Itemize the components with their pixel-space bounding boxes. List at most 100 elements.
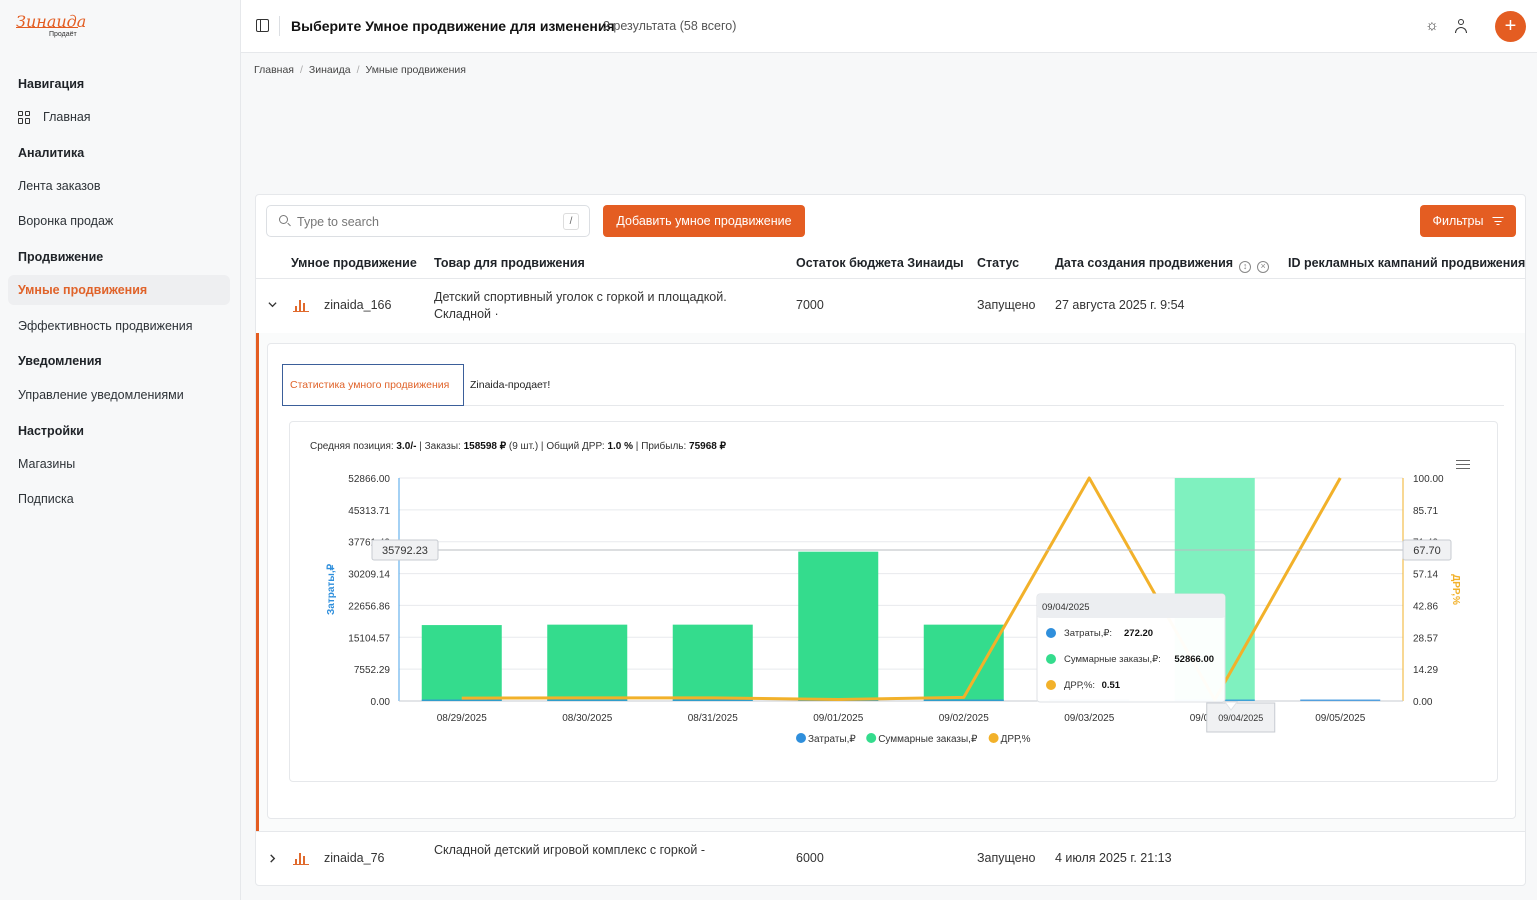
crosshair-x-value: 09/04/2025: [1218, 713, 1263, 723]
sidebar-item-label: Эффективность продвижения: [18, 319, 193, 333]
table-row[interactable]: zinaida_166 Детский спортивный уголок с …: [256, 279, 1525, 333]
created-date: 4 июля 2025 г. 21:13: [1055, 851, 1172, 865]
sidebar-item-label: Магазины: [18, 457, 76, 471]
chevron-down-icon[interactable]: [268, 300, 277, 309]
theme-toggle-icon[interactable]: ☼: [1425, 17, 1439, 34]
sidebar-item-notification-management[interactable]: Управление уведомлениями: [8, 380, 230, 410]
legend-item: ДРР,%: [1001, 734, 1031, 745]
column-header-product[interactable]: Товар для продвижения: [434, 256, 585, 270]
status-badge: Запущено: [977, 298, 1036, 312]
column-header-created[interactable]: Дата создания продвижения ↕ ×: [1055, 256, 1270, 273]
y-right-tick-label: 14.29: [1413, 665, 1438, 676]
tab-smart-promotion-stats[interactable]: Статистика умного продвижения: [282, 364, 464, 406]
sidebar-item-orders-feed[interactable]: Лента заказов: [8, 171, 230, 201]
search-input[interactable]: [297, 212, 547, 232]
orders-count: (9 шт.): [508, 441, 539, 452]
breadcrumb-home[interactable]: Главная: [254, 64, 294, 76]
avg-position-label: Средняя позиция:: [310, 441, 394, 452]
sidebar-item-shops[interactable]: Магазины: [8, 449, 230, 479]
nav-section-navigation: Навигация: [18, 77, 85, 91]
breadcrumb-zinaida[interactable]: Зинаида: [308, 64, 351, 76]
search-box[interactable]: /: [266, 205, 590, 237]
sidebar-item-label: Лента заказов: [18, 179, 101, 193]
search-icon: [279, 215, 288, 224]
sidebar-item-smart-promotions[interactable]: Умные продвижения: [8, 275, 230, 305]
y-tick-label: 7552.29: [354, 665, 391, 676]
y-right-tick-label: 57.14: [1413, 570, 1438, 581]
crosshair-x-box: [1206, 702, 1276, 733]
x-tick-label: 08/31/2025: [688, 713, 738, 724]
sidebar-item-label: Управление уведомлениями: [18, 388, 184, 402]
bar-cost: [421, 699, 502, 701]
sidebar-item-promotion-efficiency[interactable]: Эффективность продвижения: [8, 311, 230, 341]
crosshair-right-value: 67.70: [1413, 545, 1441, 557]
tooltip-header-bg: [1037, 594, 1225, 618]
y-tick-label: 52866.00: [348, 474, 390, 485]
nav-section-analytics: Аналитика: [18, 146, 85, 160]
x-tick-label: 08/30/2025: [562, 713, 612, 724]
sidebar-item-label: Главная: [43, 110, 91, 124]
sidebar-item-label: Подписка: [18, 492, 74, 506]
legend-marker: [866, 733, 877, 743]
clear-sort-icon[interactable]: ×: [1257, 261, 1270, 273]
promotion-name[interactable]: zinaida_76: [324, 851, 385, 865]
orders-value: 158598 ₽: [463, 441, 507, 452]
chart-menu-icon[interactable]: [1456, 460, 1470, 470]
column-header-status[interactable]: Статус: [977, 256, 1020, 270]
column-header-promotion[interactable]: Умное продвижение: [291, 256, 417, 270]
tooltip-marker: [1046, 628, 1056, 638]
x-tick-label: 09/02/2025: [939, 713, 989, 724]
sort-icon[interactable]: ↕: [1239, 261, 1252, 273]
bar-orders: [672, 624, 753, 701]
combo-chart: 52866.00 45313.71 37761.43 30209.14 22656.86…: [326, 474, 1461, 745]
tooltip-pointer: [1224, 701, 1238, 711]
sidebar-item-subscription[interactable]: Подписка: [8, 484, 230, 514]
tooltip-title: 09/04/2025: [1042, 602, 1090, 613]
y-tick-label: 30209.14: [348, 570, 390, 581]
column-header-created-label: Дата создания продвижения: [1055, 256, 1234, 270]
sidebar-item-sales-funnel[interactable]: Воронка продаж: [8, 206, 230, 236]
quick-add-button[interactable]: +: [1495, 11, 1526, 42]
y-tick-label: 15104.57: [348, 633, 390, 644]
logo[interactable]: Зинаида Продаёт: [16, 12, 86, 42]
orders-label: Заказы:: [424, 441, 461, 452]
column-header-budget[interactable]: Остаток бюджета Зинаиды: [796, 256, 964, 270]
y-right-axis-title: ДРР,%: [1450, 574, 1461, 605]
bar-cost: [547, 699, 628, 701]
sidebar-item-home[interactable]: Главная: [8, 102, 230, 132]
result-count: 2 результата (58 всего): [603, 19, 737, 33]
sidebar-item-label: Умные продвижения: [18, 283, 148, 297]
tooltip-marker: [1046, 654, 1056, 664]
product-name-cont: Складной ·: [434, 307, 499, 321]
user-icon[interactable]: [1453, 18, 1469, 34]
logo-underline: [16, 27, 78, 28]
y-right-tick-label: 42.86: [1413, 601, 1438, 612]
profit-value: 75968 ₽: [689, 441, 726, 452]
tooltip-label: ДРР,%:: [1064, 680, 1095, 691]
promotion-name[interactable]: zinaida_166: [324, 298, 392, 312]
chart-summary: Средняя позиция: 3.0/- | Заказы: 158598 …: [310, 441, 726, 452]
add-smart-promotion-button[interactable]: Добавить умное продвижение: [603, 205, 805, 237]
budget-value: 7000: [796, 298, 824, 312]
sidebar-toggle-icon[interactable]: [256, 19, 269, 32]
column-header-campaign-ids[interactable]: ID рекламных кампаний продвижения: [1288, 256, 1526, 270]
avg-position-value: 3.0/-: [396, 441, 417, 452]
tab-zinaida-sells[interactable]: Zinaida-продает!: [470, 379, 551, 391]
y-tick-label: 37761.43: [348, 538, 390, 549]
legend-item: Суммарные заказы,₽: [878, 734, 978, 745]
y-tick-label: 0.00: [371, 697, 391, 708]
bar-orders: [923, 624, 1004, 701]
drr-value: 1.0 %: [607, 441, 634, 452]
breadcrumb: Главная / Зинаида / Умные продвижения: [254, 64, 466, 76]
sidebar: Зинаида Продаёт Навигация Главная Аналит…: [0, 0, 241, 900]
table-row[interactable]: zinaida_76 Складной детский игровой комп…: [256, 831, 1525, 885]
nav-section-notifications: Уведомления: [18, 354, 102, 368]
filters-button[interactable]: Фильтры: [1420, 205, 1516, 237]
bar-orders: [547, 624, 628, 701]
x-tick-label: 09/01/2025: [813, 713, 863, 724]
bar-chart-icon: [293, 851, 309, 865]
profit-label: Прибыль:: [641, 441, 687, 452]
chevron-right-icon[interactable]: [268, 854, 277, 863]
page-title: Выберите Умное продвижение для изменения: [291, 18, 615, 34]
